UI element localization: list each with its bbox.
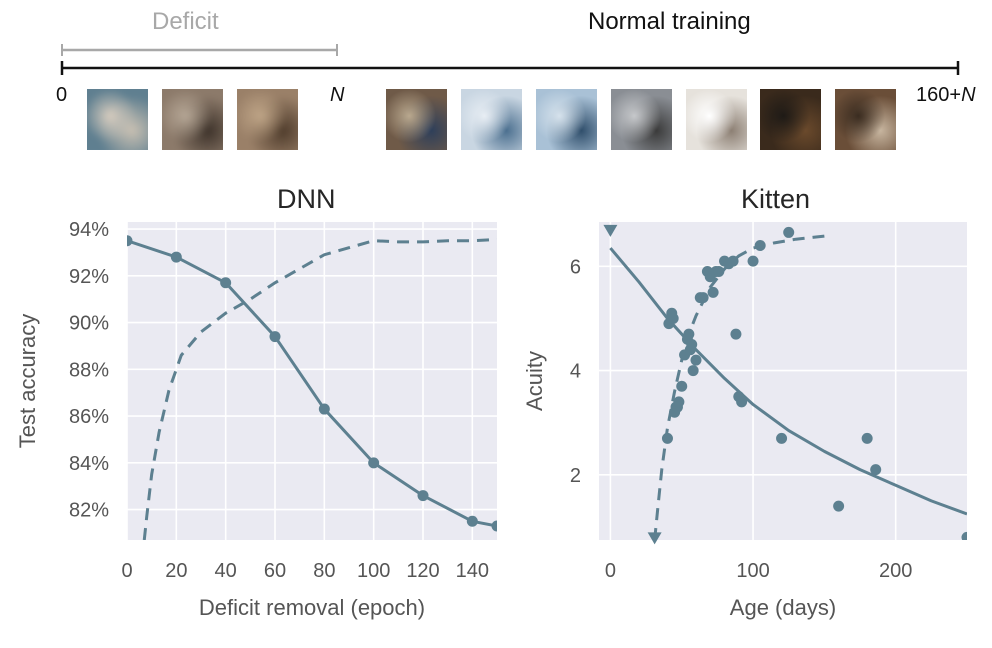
- data-point: [269, 331, 281, 343]
- triangle-marker: [647, 532, 662, 545]
- timeline-n-label: N: [330, 84, 345, 106]
- data-point: [318, 403, 330, 415]
- y-tick-label: 90%: [69, 313, 109, 335]
- y-tick-label: 6: [570, 256, 581, 278]
- data-point: [673, 396, 685, 408]
- blurred-image-3: [237, 89, 298, 150]
- normal-training-label: Normal training: [588, 8, 751, 35]
- dnn-chart-title: DNN: [277, 184, 336, 214]
- data-point: [707, 286, 719, 298]
- kitten-chart: 0 100 200 2 4 6 Age (days) Acuity: [522, 222, 967, 620]
- y-tick-label: 92%: [69, 266, 109, 288]
- timeline-axis: [60, 44, 960, 75]
- x-tick-label: 200: [879, 560, 912, 582]
- data-point: [368, 457, 380, 469]
- y-tick-label: 94%: [69, 219, 109, 241]
- y-tick-label: 88%: [69, 359, 109, 381]
- x-tick-label: 40: [215, 560, 237, 582]
- data-point: [776, 432, 788, 444]
- y-tick-label: 4: [570, 361, 581, 383]
- plot-area: [127, 222, 497, 540]
- data-point: [667, 312, 679, 324]
- deficit-label: Deficit: [152, 8, 219, 35]
- dnn-chart: 0 20 40 60 80 100 120 140 82% 84% 86% 88% 90% 92% 94% D…: [15, 219, 497, 620]
- data-point: [170, 251, 182, 263]
- data-point: [686, 339, 698, 351]
- data-point: [713, 266, 725, 278]
- data-point: [730, 328, 742, 340]
- horse-image: [760, 89, 821, 150]
- timeline-end-label: 160+N: [916, 84, 976, 106]
- y-axis-label: Test accuracy: [15, 314, 40, 449]
- data-point: [417, 490, 429, 502]
- data-point: [466, 515, 478, 527]
- ship-image-1: [461, 89, 522, 150]
- data-point: [833, 500, 845, 512]
- kitten-panel: Kitten 0 100 200 2 4 6 Age (days) Acuity: [505, 170, 992, 640]
- bird-image: [686, 89, 747, 150]
- y-tick-label: 84%: [69, 453, 109, 475]
- x-tick-label: 100: [736, 560, 769, 582]
- kitten-chart-title: Kitten: [741, 184, 811, 214]
- blurred-image-2: [162, 89, 223, 150]
- data-point: [697, 292, 709, 304]
- data-point: [727, 255, 739, 267]
- x-tick-label: 140: [456, 560, 489, 582]
- x-tick-label: 100: [357, 560, 390, 582]
- data-point: [683, 328, 695, 340]
- training-timeline: Deficit Normal training 0 N 160+N: [0, 0, 992, 160]
- dashed-series-line: [142, 238, 497, 540]
- car-image: [611, 89, 672, 150]
- data-point: [127, 235, 133, 247]
- data-point: [690, 354, 702, 366]
- x-tick-label: 60: [264, 560, 286, 582]
- plot-area: [599, 222, 967, 540]
- data-point: [747, 255, 759, 267]
- series-group: [127, 235, 497, 540]
- series-group: [609, 226, 967, 540]
- y-tick-label: 82%: [69, 500, 109, 522]
- data-point: [861, 432, 873, 444]
- x-tick-label: 0: [121, 560, 132, 582]
- data-point: [491, 520, 497, 532]
- data-point: [687, 365, 699, 377]
- data-point: [736, 396, 748, 408]
- x-tick-label: 20: [165, 560, 187, 582]
- cat-image: [386, 89, 447, 150]
- data-point: [661, 432, 673, 444]
- dnn-panel: DNN 0 20 40 60 80 100 120 140 82% 84% 86% 88% 90% 92%…: [0, 170, 500, 640]
- solid-series-line: [609, 247, 967, 516]
- dashed-series-line: [653, 234, 825, 540]
- y-axis-label: Acuity: [522, 351, 547, 411]
- x-tick-label: 80: [313, 560, 335, 582]
- x-tick-label: 120: [406, 560, 439, 582]
- x-axis-label: Age (days): [730, 595, 836, 620]
- timeline-start-label: 0: [56, 84, 68, 106]
- data-point: [870, 464, 882, 476]
- data-point: [220, 277, 232, 289]
- y-tick-label: 2: [570, 465, 581, 487]
- data-point: [754, 239, 766, 251]
- triangle-marker: [603, 224, 618, 237]
- ship-image-2: [536, 89, 597, 150]
- blurred-image-1: [87, 89, 148, 150]
- data-point: [961, 531, 967, 540]
- x-axis-label: Deficit removal (epoch): [199, 595, 425, 620]
- data-point: [676, 380, 688, 392]
- x-tick-label: 0: [605, 560, 616, 582]
- data-point: [783, 226, 795, 238]
- frog-image: [835, 89, 896, 150]
- y-tick-label: 86%: [69, 406, 109, 428]
